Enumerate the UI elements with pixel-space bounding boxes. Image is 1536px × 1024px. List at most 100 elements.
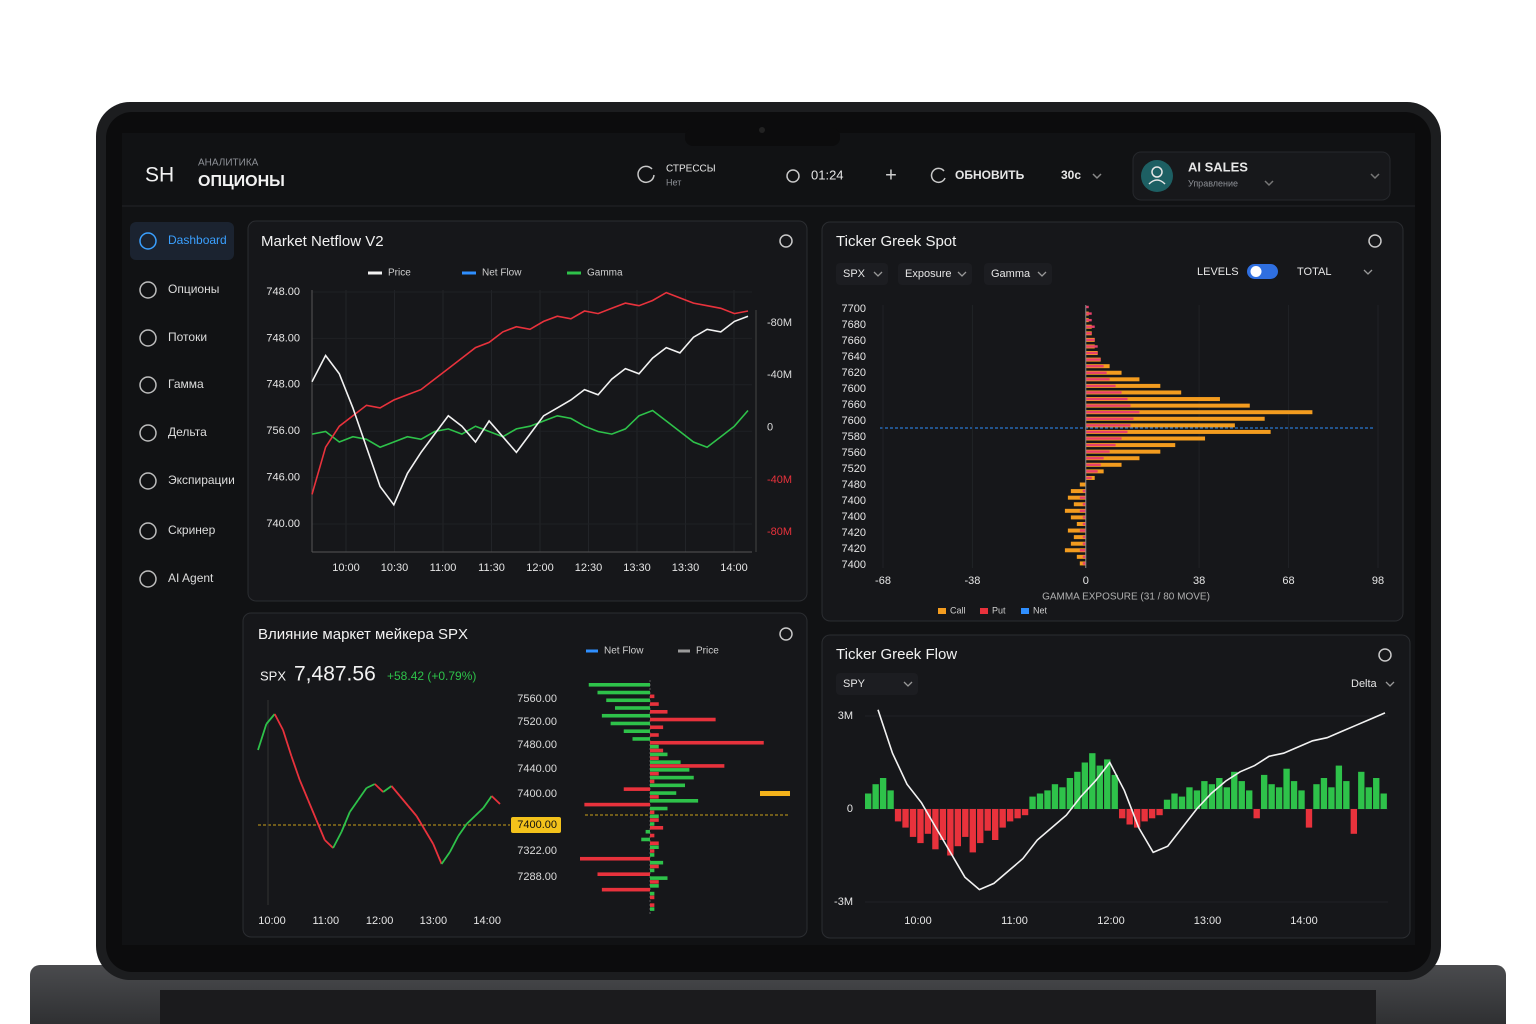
price-change: +58.42 (+0.79%) <box>387 669 476 683</box>
x-tick-label: 14:00 <box>473 915 501 927</box>
flow-bar <box>601 713 650 718</box>
panel-refresh[interactable] <box>1368 234 1382 248</box>
flow-bar <box>879 778 887 809</box>
flow-bar <box>650 818 659 822</box>
x-tick-label: 68 <box>1282 575 1294 587</box>
price-segment <box>482 795 493 809</box>
y-tick-label: 7480 <box>842 479 866 491</box>
flow-bar <box>872 784 879 809</box>
flow-bar <box>1216 778 1223 809</box>
flow-bar <box>650 907 655 911</box>
user-role: Управление <box>1188 178 1238 188</box>
total-label[interactable]: TOTAL <box>1297 266 1331 278</box>
nav-label: AI Agent <box>168 571 214 585</box>
exposure-bar <box>1085 423 1235 428</box>
flow-bar <box>954 809 962 847</box>
keyboard <box>160 990 1376 1024</box>
interval-select[interactable]: 30с <box>1061 168 1102 182</box>
nav-label: Дельта <box>168 425 207 439</box>
panel-title: Влияние маркет мейкера SPX <box>258 626 468 643</box>
flow-bar <box>650 868 655 873</box>
dropdown[interactable]: Gamma <box>984 263 1052 285</box>
legend-label: Price <box>696 646 719 657</box>
nav-label: Скринер <box>168 523 216 537</box>
timer: 01:24 <box>811 167 844 182</box>
flow-bar <box>650 880 659 884</box>
flow-bar <box>650 849 655 853</box>
flow-bar <box>1148 809 1156 819</box>
exposure-bar <box>1082 503 1086 506</box>
exposure-bar <box>1073 502 1086 507</box>
nav-item[interactable]: AI Agent <box>139 570 214 588</box>
nav-item[interactable]: Скринер <box>139 522 216 540</box>
x-tick-label: 12:00 <box>366 915 394 927</box>
price-segment <box>465 815 476 825</box>
price-segment <box>307 799 318 821</box>
flow-bar <box>1253 809 1260 819</box>
nav-item[interactable]: Dashboard <box>130 222 234 260</box>
x-tick-label: 11:00 <box>430 562 457 574</box>
refresh-button[interactable]: ОБНОВИТЬ <box>930 167 1025 184</box>
flow-bar <box>924 809 932 834</box>
price-segment <box>382 785 393 793</box>
flow-bar <box>865 793 872 809</box>
levels-toggle[interactable] <box>1247 264 1278 279</box>
exposure-bar <box>1085 457 1104 460</box>
dropdown[interactable]: SPX <box>836 263 888 285</box>
user-menu[interactable]: AI SALES Управление <box>1132 151 1391 201</box>
y-tick-label: 7400 <box>842 559 866 571</box>
dropdown-box <box>984 263 1052 285</box>
exposure-bar <box>1079 529 1086 532</box>
nav-item[interactable]: Дельта <box>139 424 207 442</box>
nav-item[interactable]: Потоки <box>139 329 207 347</box>
avatar-body <box>1148 179 1166 185</box>
chevron <box>1363 269 1373 275</box>
flow-bar <box>650 903 655 907</box>
dropdown[interactable]: Exposure <box>898 263 972 285</box>
nav-item[interactable]: Опционы <box>139 281 219 299</box>
app-title: ОПЦИОНЫ <box>198 173 285 190</box>
dropdown-box[interactable] <box>836 673 918 695</box>
flow-bar <box>601 887 650 892</box>
exposure-bar <box>1082 555 1086 559</box>
nav-item[interactable]: Гамма <box>139 376 204 394</box>
flow-bar <box>650 822 655 826</box>
exposure-bar <box>1085 430 1128 434</box>
stress-indicator[interactable]: СТРЕССЫ Нет <box>637 164 716 188</box>
flow-bar <box>962 809 969 837</box>
flow-bar <box>1081 762 1089 809</box>
flow-bar <box>650 744 659 749</box>
flow-bar <box>650 717 716 722</box>
y-tick-label: 7480.00 <box>517 739 557 751</box>
nav-label: Экспирации <box>168 473 235 487</box>
flow-bar <box>1201 781 1208 809</box>
flow-bar <box>977 809 984 844</box>
flow-bar <box>887 790 894 809</box>
flow-bar <box>650 791 677 795</box>
nav-icon <box>139 570 157 588</box>
nav-icon <box>139 376 157 394</box>
panel-refresh[interactable] <box>1378 648 1392 662</box>
add-button[interactable]: + <box>885 164 897 186</box>
price-segment <box>290 755 301 781</box>
toggle-knob <box>1250 266 1262 277</box>
panel-refresh[interactable] <box>779 627 793 641</box>
flow-bar <box>969 809 976 853</box>
exposure-bar <box>1085 384 1116 388</box>
price-segment <box>432 843 443 865</box>
y-tick-label: 7420 <box>842 527 866 539</box>
nav-item[interactable]: Экспирации <box>139 472 235 490</box>
x-tick-label: 13:30 <box>672 562 700 574</box>
flow-bar <box>999 809 1006 828</box>
dropdown-label: SPX <box>843 268 866 280</box>
chevron <box>1092 173 1102 180</box>
flow-bar <box>1089 753 1096 809</box>
exposure-bar <box>1067 528 1086 533</box>
flow-bar <box>650 694 655 699</box>
exposure-bar <box>1070 541 1086 546</box>
panel-refresh[interactable] <box>779 234 793 248</box>
legend-label: Net <box>1033 605 1048 615</box>
exposure-bar <box>1079 549 1086 552</box>
price-segment <box>399 795 409 807</box>
flow-bar <box>1171 793 1178 809</box>
